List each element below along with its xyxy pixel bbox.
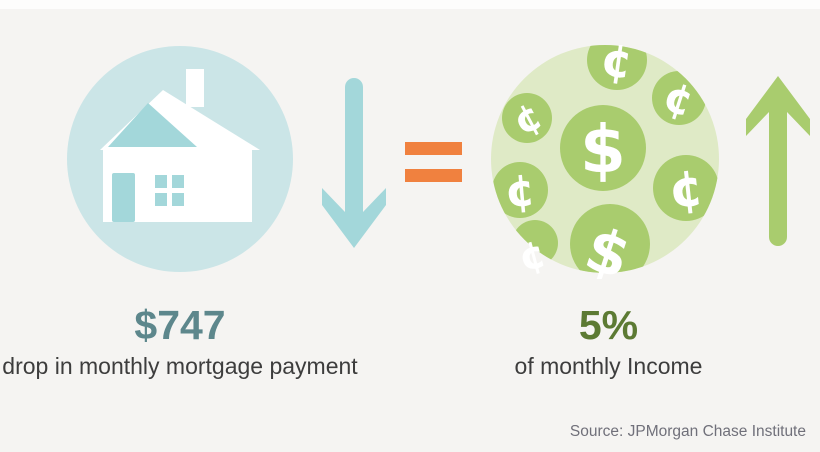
house-chimney bbox=[186, 69, 204, 107]
house-icon bbox=[67, 46, 293, 272]
up-arrow-shape bbox=[746, 76, 810, 246]
house-door bbox=[112, 173, 135, 222]
coin-cluster-icon: ¢ ¢ ¢ $ ¢ ¢ $ ¢ bbox=[491, 45, 719, 279]
coin bbox=[570, 204, 650, 273]
cent-symbol: ¢ bbox=[666, 158, 707, 219]
income-stat-label: of monthly Income bbox=[514, 353, 703, 379]
coin-symbols: ¢ ¢ ¢ $ ¢ ¢ $ ¢ bbox=[503, 45, 707, 279]
down-arrow-icon bbox=[322, 78, 386, 248]
income-stat-value: 5% bbox=[578, 302, 639, 348]
cent-symbol: ¢ bbox=[597, 45, 636, 90]
equals-icon bbox=[405, 142, 462, 182]
coin bbox=[502, 93, 552, 143]
coin bbox=[587, 45, 647, 90]
down-arrow-shape bbox=[322, 78, 386, 248]
source-attribution: Source: JPMorgan Chase Institute bbox=[569, 423, 806, 440]
house-window-pane bbox=[172, 175, 184, 188]
coin bbox=[653, 155, 719, 221]
mortgage-stat-value: $747 bbox=[134, 302, 226, 348]
mortgage-stat-block: $747 drop in monthly mortgage payment bbox=[0, 303, 360, 379]
equals-bottom-bar bbox=[405, 169, 462, 182]
house-window-pane bbox=[155, 175, 167, 188]
cent-symbol: ¢ bbox=[503, 165, 538, 218]
house-gable-triangle bbox=[108, 103, 197, 147]
coin bbox=[492, 162, 548, 218]
coin bbox=[560, 105, 646, 191]
house-window-pane bbox=[172, 193, 184, 206]
equals-top-bar bbox=[405, 142, 462, 155]
income-stat-block: 5% of monthly Income bbox=[487, 303, 730, 379]
up-arrow-icon bbox=[746, 76, 810, 246]
dollar-symbol: $ bbox=[580, 111, 626, 188]
house-window-pane bbox=[155, 193, 167, 206]
mortgage-stat-label: drop in monthly mortgage payment bbox=[2, 353, 358, 379]
top-white-band bbox=[0, 0, 820, 9]
